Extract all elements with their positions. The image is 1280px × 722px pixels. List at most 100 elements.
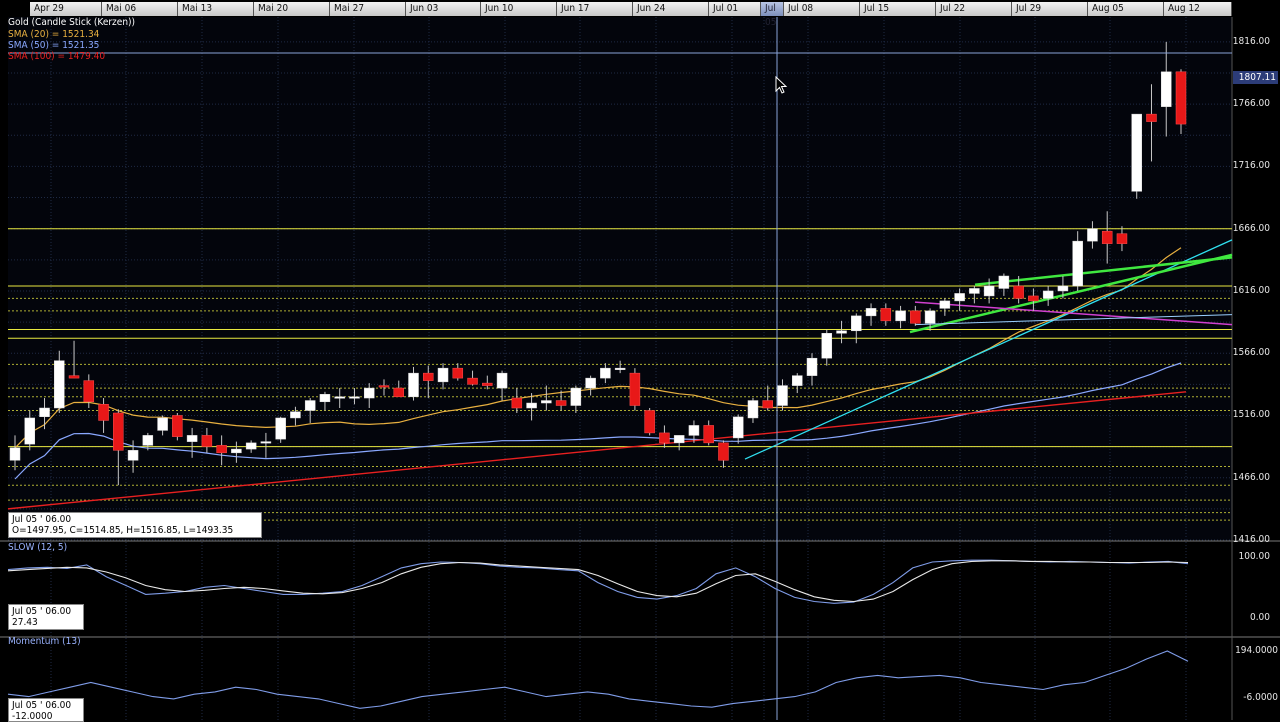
candle-up <box>939 300 951 309</box>
sma100-line <box>7 391 1187 510</box>
slow-info-time: Jul 05 ' 06.00 <box>12 606 72 617</box>
candle-up <box>570 387 582 406</box>
candle-up <box>792 375 803 386</box>
candle-up <box>924 310 936 324</box>
candle-up <box>541 400 552 404</box>
candle-down <box>216 445 227 454</box>
price-panel <box>8 17 1232 540</box>
candle-up <box>1042 290 1054 299</box>
date-axis: Apr 29 Mai 06 Mai 13 Mai 20 Mai 27 Jun 03 Jun … <box>0 0 1280 28</box>
crosshair <box>8 17 1232 720</box>
price-axis-label: 1716.00 <box>1232 160 1270 172</box>
candle-up <box>127 450 139 461</box>
candle-up <box>1057 285 1069 292</box>
date-axis-label: Jun 10 <box>481 2 557 16</box>
price-info-ohlc: O=1497.95, C=1514.85, H=1516.85, L=1493.… <box>12 525 234 536</box>
candle-up <box>334 396 345 399</box>
candle-up <box>231 448 242 454</box>
candle-down <box>659 432 670 444</box>
price-axis-label: 1566.00 <box>1232 347 1270 359</box>
crosshair-price-tag: 1807.11 <box>1233 71 1278 84</box>
candles <box>9 41 1187 486</box>
candle-up <box>54 360 65 409</box>
slow-y-label-100: 100.00 <box>1238 551 1270 562</box>
candle-down <box>68 375 80 379</box>
candle-up <box>260 441 272 444</box>
candle-up <box>954 293 965 302</box>
date-axis-label: Mai 20 <box>254 2 330 16</box>
candle-up <box>732 416 744 439</box>
candle-up <box>437 367 449 383</box>
price-axis-label: 1616.00 <box>1232 284 1270 296</box>
candle-down <box>378 385 390 388</box>
date-axis-label: Jul 05 <box>761 2 784 28</box>
trend-line-green <box>974 256 1233 286</box>
candle-up <box>39 407 50 417</box>
candle-up <box>1131 113 1142 192</box>
candle-up <box>895 310 906 322</box>
date-axis-label: Mai 06 <box>102 2 178 16</box>
candle-up <box>408 372 419 398</box>
candle-up <box>319 394 331 403</box>
sma50-line <box>14 362 1182 480</box>
candle-down <box>629 372 641 406</box>
candle-down <box>1028 295 1039 302</box>
candle-up <box>1087 228 1098 242</box>
candle-down <box>703 425 714 444</box>
slow-d-line <box>7 560 1189 603</box>
candle-up <box>983 285 995 297</box>
momentum-info-time: Jul 05 ' 06.00 <box>12 700 72 711</box>
candle-down <box>718 442 729 461</box>
candle-up <box>496 372 508 389</box>
candle-up <box>806 357 818 376</box>
candle-up <box>998 275 1010 289</box>
date-axis-label: Jul 01 <box>709 2 761 16</box>
candle-up <box>777 385 788 406</box>
candle-down <box>113 412 124 451</box>
candle-down <box>880 308 892 322</box>
candle-up <box>157 417 168 431</box>
date-axis-label: Jul 22 <box>936 2 1012 16</box>
candle-down <box>644 410 655 434</box>
candle-up <box>585 377 596 389</box>
candle-up <box>821 333 833 359</box>
candle-up <box>245 442 257 450</box>
candle-down <box>1013 285 1024 299</box>
momentum-y-label-high: 194.0000 <box>1235 645 1278 656</box>
slow-info-box: Jul 05 ' 06.00 27.43 <box>8 604 84 630</box>
date-axis-label: Jun 03 <box>406 2 481 16</box>
trend-line-cyan <box>744 239 1233 460</box>
candle-down <box>201 435 213 447</box>
candle-down <box>1116 233 1128 244</box>
date-axis-label: Jun 17 <box>557 2 633 16</box>
candle-up <box>747 400 759 419</box>
slow-info-value: 27.43 <box>12 617 38 628</box>
date-axis-label: Aug 05 <box>1088 2 1164 16</box>
momentum-info-value: -12.0000 <box>12 711 53 722</box>
candle-up <box>290 411 301 419</box>
legend-sma50: SMA (50) = 1521.35 <box>8 40 100 51</box>
slow-panel-title: SLOW (12, 5) <box>8 542 68 553</box>
candle-down <box>452 367 464 379</box>
chart-title: Gold (Candle Stick (Kerzen)) <box>8 17 136 28</box>
price-axis-label: 1766.00 <box>1232 98 1270 110</box>
candle-down <box>393 387 404 398</box>
candle-up <box>142 435 154 446</box>
candle-down <box>910 310 921 324</box>
candle-up <box>186 435 198 442</box>
price-axis-label: 1516.00 <box>1232 409 1270 421</box>
candle-up <box>349 396 360 399</box>
trend-line-green <box>909 253 1233 334</box>
slow-y-label-0: 0.00 <box>1249 612 1270 623</box>
price-axis-label: 1466.00 <box>1232 471 1270 483</box>
trend-line-lightblue <box>914 314 1233 326</box>
candle-up <box>9 447 21 461</box>
date-axis-label: Jul 29 <box>1012 2 1088 16</box>
legend-sma20: SMA (20) = 1521.34 <box>8 29 100 40</box>
candle-up <box>851 315 862 332</box>
date-axis-label: Jul 15 <box>860 2 936 16</box>
candle-down <box>511 397 523 409</box>
date-axis-label: Apr 29 <box>30 2 102 16</box>
